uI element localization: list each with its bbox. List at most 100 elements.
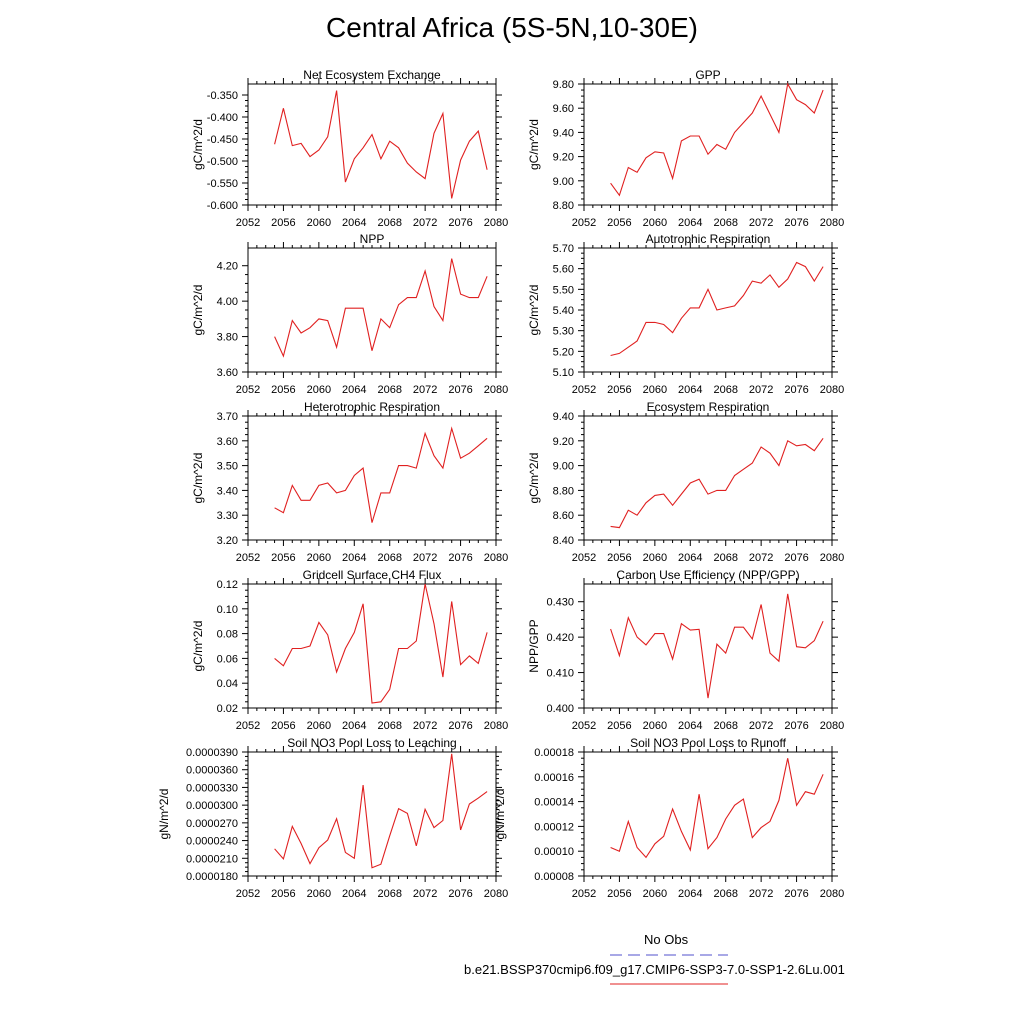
y-tick-label: 0.0000270 (186, 818, 238, 830)
plot-frame (247, 83, 497, 206)
page-title: Central Africa (5S-5N,10-30E) (326, 12, 698, 43)
y-tick-label: -0.400 (207, 112, 238, 124)
y-tick-label: 0.04 (217, 678, 238, 690)
y-tick-label: 0.0000240 (186, 836, 238, 848)
panel-title: Soil NO3 Pool Loss to Runoff (630, 736, 787, 750)
x-tick-label: 2060 (307, 720, 331, 732)
x-tick-label: 2072 (749, 384, 773, 396)
y-tick-label: 4.00 (217, 296, 238, 308)
x-tick-label: 2060 (643, 552, 667, 564)
y-tick-label: 3.60 (217, 436, 238, 448)
series-line (274, 90, 488, 199)
y-tick-label: 0.420 (546, 632, 574, 644)
y-tick-label: 9.60 (553, 103, 574, 115)
x-tick-label: 2076 (784, 888, 808, 900)
x-tick-label: 2052 (572, 384, 596, 396)
x-tick-label: 2072 (413, 888, 437, 900)
x-tick-label: 2056 (271, 552, 295, 564)
x-tick-label: 2076 (784, 720, 808, 732)
y-axis-label: gC/m^2/d (191, 119, 205, 170)
x-tick-label: 2068 (713, 217, 737, 229)
series-line (274, 258, 488, 358)
x-tick-label: 2064 (342, 552, 366, 564)
y-tick-label: 9.20 (553, 436, 574, 448)
y-tick-label: -0.600 (207, 200, 238, 212)
y-axis-label: NPP/GPP (527, 619, 541, 672)
y-tick-label: 9.40 (553, 127, 574, 139)
y-tick-label: 5.20 (553, 346, 574, 358)
y-axis-label: gC/m^2/d (191, 453, 205, 504)
y-tick-label: 0.0000360 (186, 765, 238, 777)
x-tick-label: 2052 (236, 552, 260, 564)
series-line (610, 437, 824, 529)
y-tick-label: 3.60 (217, 367, 238, 379)
y-tick-label: 0.0000330 (186, 782, 238, 794)
y-tick-label: 0.00016 (534, 772, 574, 784)
x-tick-label: 2068 (713, 384, 737, 396)
x-tick-label: 2076 (784, 384, 808, 396)
y-tick-label: 0.12 (217, 579, 238, 591)
y-tick-label: 5.30 (553, 326, 574, 338)
y-axis-label: gN/m^2/d (493, 789, 507, 840)
y-tick-label: -0.450 (207, 134, 238, 146)
y-tick-label: 0.00008 (534, 871, 574, 883)
plot-frame (583, 83, 833, 206)
y-tick-label: 3.20 (217, 535, 238, 547)
x-tick-label: 2068 (377, 217, 401, 229)
x-tick-label: 2064 (678, 888, 702, 900)
panel-9: 2052 2056 2060 2064 2068 2072 2076 2080 0.000018… (157, 736, 508, 900)
x-tick-label: 2080 (484, 552, 508, 564)
y-tick-label: 9.00 (553, 461, 574, 473)
y-tick-label: 8.80 (553, 485, 574, 497)
x-tick-label: 2052 (572, 217, 596, 229)
y-tick-label: 0.0000210 (186, 853, 238, 865)
x-tick-label: 2060 (307, 888, 331, 900)
panel-2: 2052 2056 2060 2064 2068 2072 2076 2080 8.80 9.00… (527, 68, 844, 229)
x-tick-label: 2072 (749, 720, 773, 732)
panel-title: Heterotrophic Respiration (304, 400, 440, 414)
y-tick-label: 5.50 (553, 284, 574, 296)
panel-title: GPP (695, 68, 720, 82)
x-tick-label: 2052 (236, 720, 260, 732)
plot-frame (583, 415, 833, 541)
y-tick-label: 9.80 (553, 79, 574, 91)
y-tick-label: 5.40 (553, 305, 574, 317)
panel-1: 2052 2056 2060 2064 2068 2072 2076 2080 -0.600 -0… (191, 68, 508, 229)
panel-title: Soil NO3 Pool Loss to Leaching (287, 736, 456, 750)
panel-title: NPP (360, 232, 385, 246)
y-tick-label: 0.430 (546, 597, 574, 609)
panel-title: Gridcell Surface CH4 Flux (303, 568, 442, 582)
x-tick-label: 2076 (784, 552, 808, 564)
legend-label-model-run: b.e21.BSSP370cmip6.f09_g17.CMIP6-SSP3-7.… (464, 962, 845, 977)
x-tick-label: 2056 (607, 552, 631, 564)
x-tick-label: 2060 (307, 552, 331, 564)
x-tick-label: 2064 (342, 217, 366, 229)
x-tick-label: 2064 (678, 217, 702, 229)
y-tick-label: 0.0000390 (186, 747, 238, 759)
x-tick-label: 2068 (377, 720, 401, 732)
x-tick-label: 2068 (377, 384, 401, 396)
x-tick-label: 2068 (377, 552, 401, 564)
x-tick-label: 2052 (236, 217, 260, 229)
x-tick-label: 2072 (413, 384, 437, 396)
x-tick-label: 2076 (448, 217, 472, 229)
y-tick-label: 9.00 (553, 176, 574, 188)
x-tick-label: 2052 (572, 888, 596, 900)
x-tick-label: 2080 (820, 384, 844, 396)
series-line (610, 758, 824, 859)
y-tick-label: 3.40 (217, 485, 238, 497)
y-tick-label: 0.06 (217, 653, 238, 665)
y-tick-label: 0.02 (217, 703, 238, 715)
series-line (610, 593, 824, 699)
y-tick-label: 9.20 (553, 152, 574, 164)
panel-10: 2052 2056 2060 2064 2068 2072 2076 2080 0.00008 0… (493, 736, 844, 900)
x-tick-label: 2072 (413, 552, 437, 564)
y-tick-label: 3.30 (217, 510, 238, 522)
panel-3: 2052 2056 2060 2064 2068 2072 2076 2080 3.60 3.80… (191, 232, 508, 396)
y-tick-label: 8.60 (553, 510, 574, 522)
x-tick-label: 2076 (448, 720, 472, 732)
x-tick-label: 2056 (607, 720, 631, 732)
y-tick-label: 5.60 (553, 264, 574, 276)
x-tick-label: 2064 (342, 720, 366, 732)
